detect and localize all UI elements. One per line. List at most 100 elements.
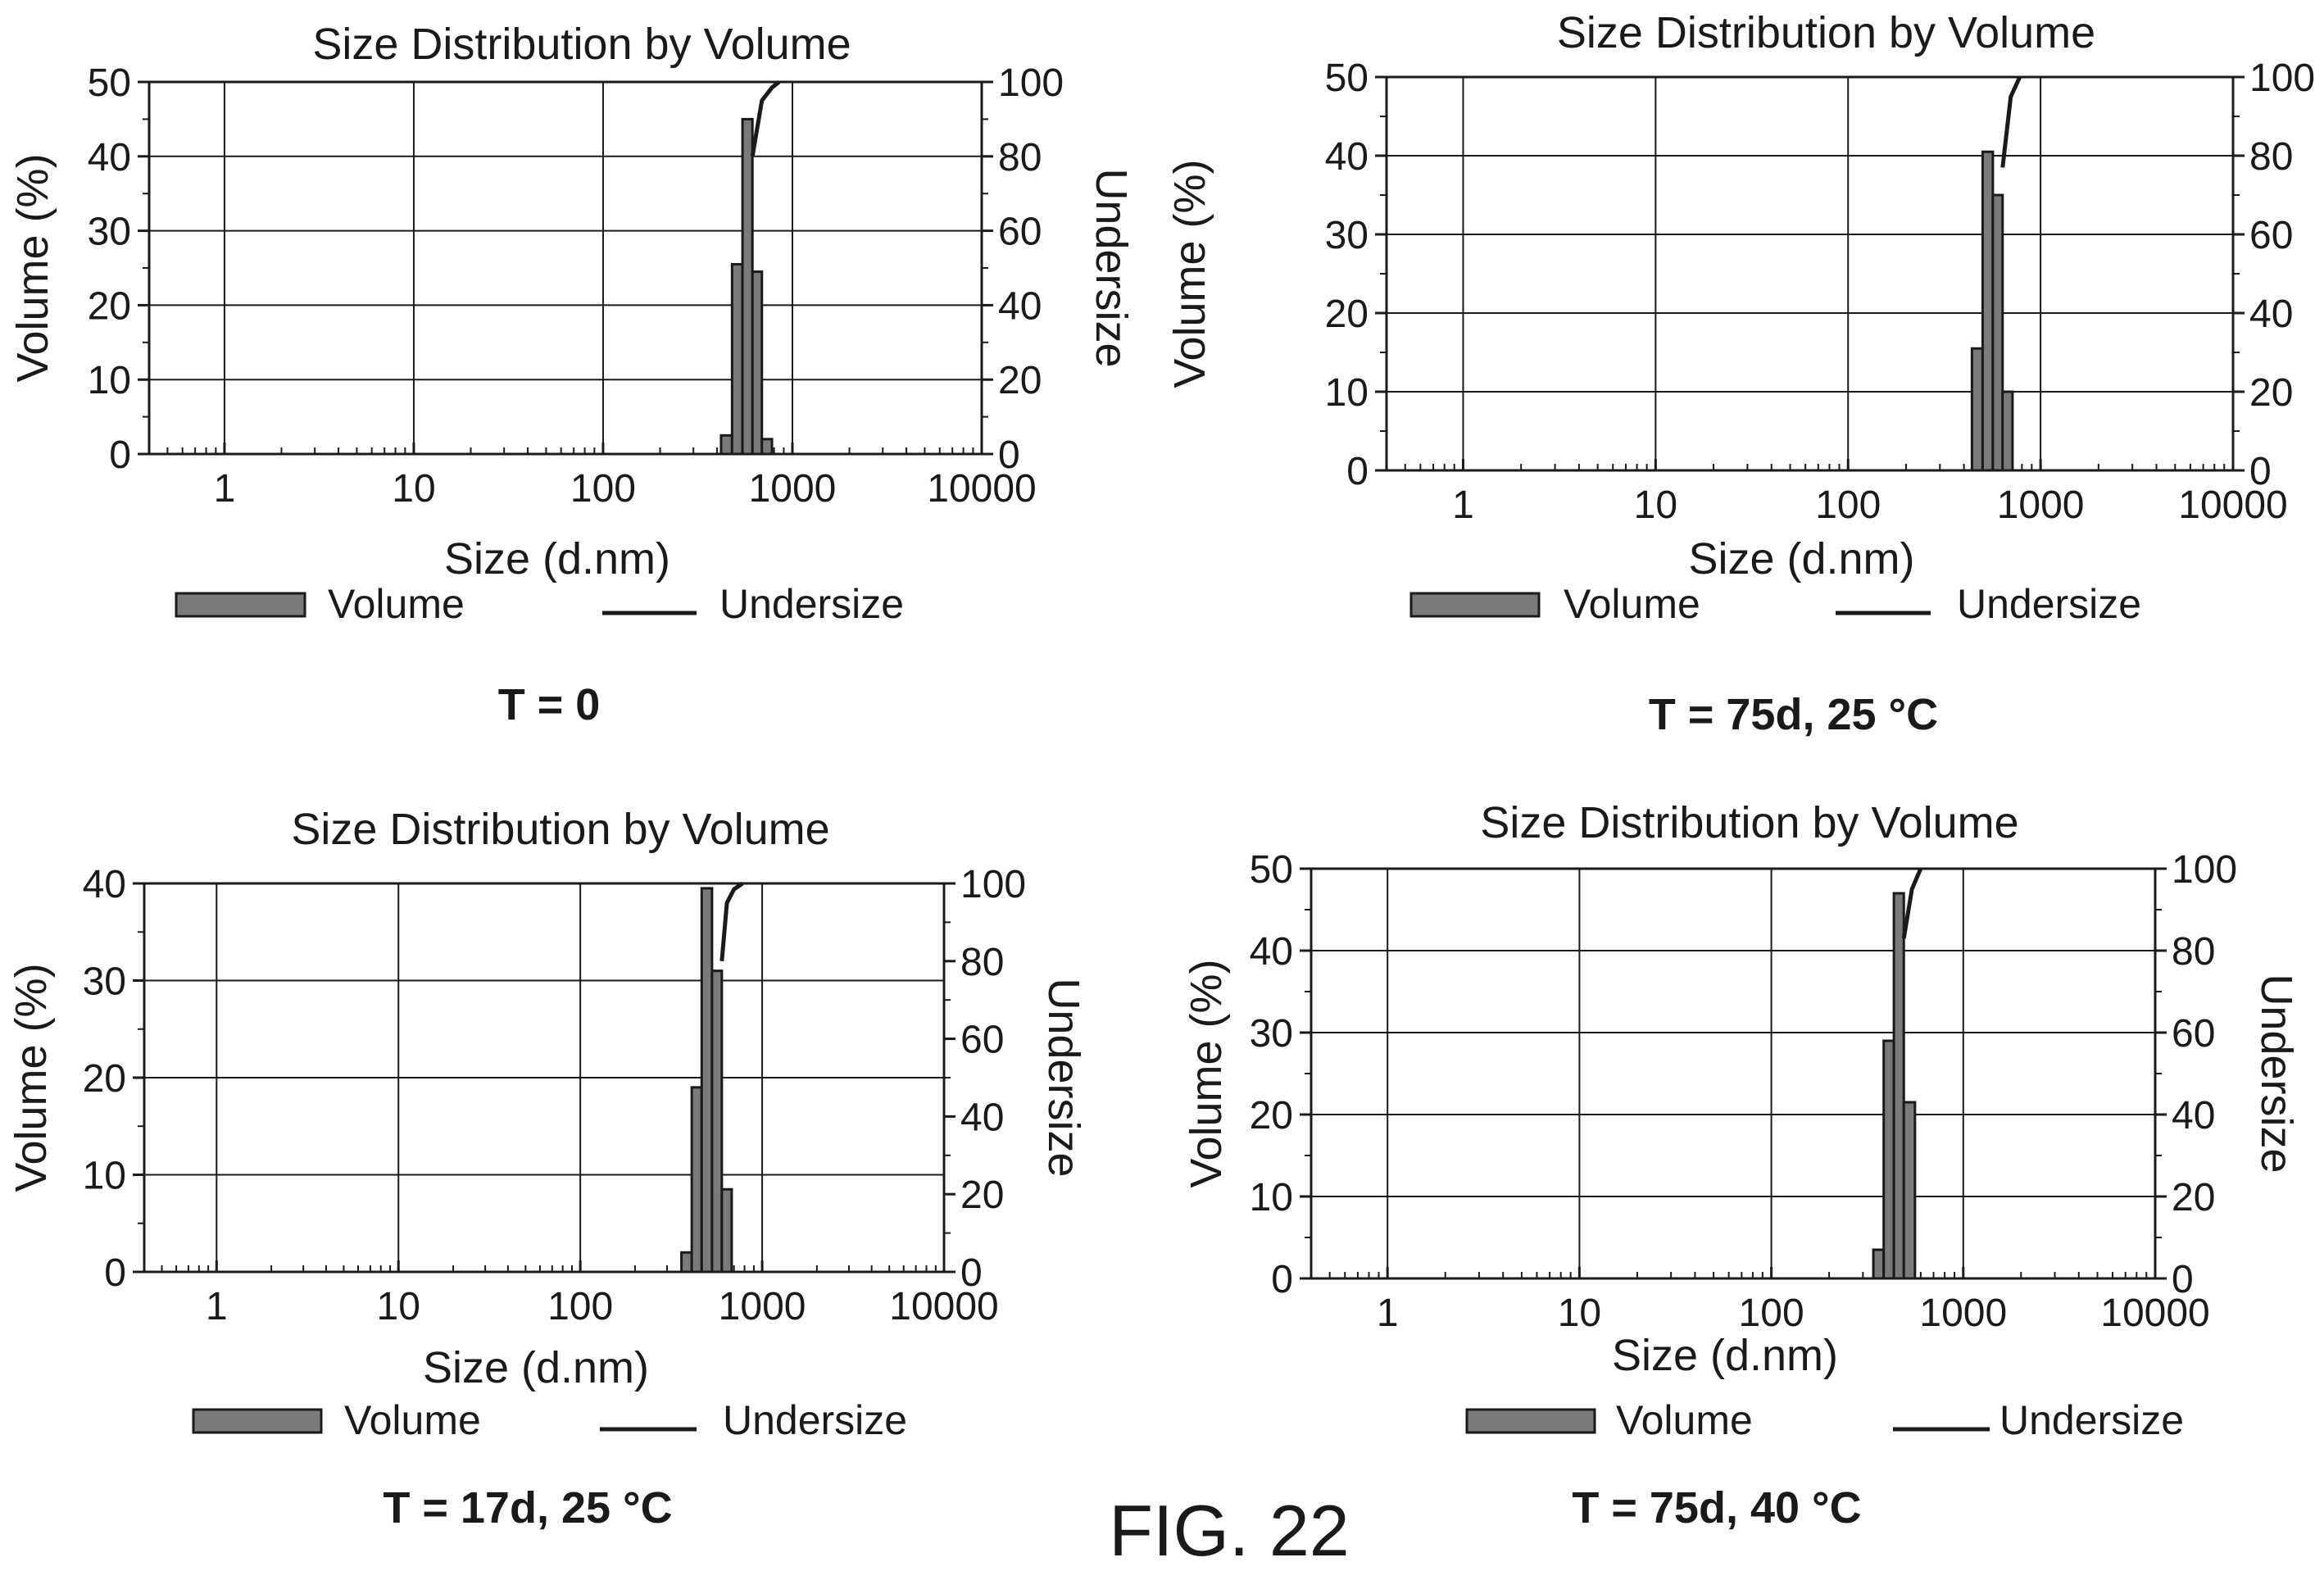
x-tick-label: 1000 — [1997, 484, 2085, 527]
undersize-line — [2000, 75, 2022, 168]
y-axis-label: Volume (%) — [1165, 159, 1214, 388]
volume-bar — [1991, 193, 2004, 472]
y2-tick-label: 0 — [2249, 450, 2272, 493]
legend-volume-swatch — [1409, 592, 1541, 618]
y2-tick-label: 60 — [2249, 214, 2293, 257]
legend-volume-swatch — [192, 1408, 323, 1434]
x-tick-label: 10 — [1634, 484, 1677, 527]
y2-tick-label: 100 — [998, 61, 1064, 105]
y2-axis-label: Undersize — [2252, 974, 2301, 1173]
x-tick-label: 1 — [206, 1285, 228, 1328]
y-tick-label: 10 — [83, 1155, 126, 1198]
y-tick-label: 40 — [1325, 135, 1369, 179]
chart-caption: T = 75d, 40 °C — [1572, 1483, 1861, 1532]
y2-tick-label: 100 — [960, 863, 1026, 906]
y2-tick-label: 40 — [2172, 1094, 2215, 1137]
volume-bar — [700, 887, 714, 1274]
plot-frame — [148, 80, 983, 456]
y2-tick-label: 20 — [998, 359, 1042, 402]
y2-tick-label: 20 — [2172, 1176, 2215, 1219]
y-tick-label: 40 — [83, 863, 126, 906]
y-tick-label: 0 — [104, 1251, 126, 1295]
volume-bar — [730, 262, 744, 456]
y-tick-label: 10 — [1325, 371, 1369, 415]
y2-tick-label: 0 — [2172, 1258, 2194, 1301]
y2-axis-label: Undersize — [1087, 168, 1136, 367]
chart-4: 0 10 20 30 40 50 0 20 40 60 80 100 1 10 100 1000 10000 Si… — [1182, 798, 2301, 1532]
y2-tick-label: 100 — [2172, 848, 2237, 892]
volume-bar — [751, 270, 764, 456]
legend-volume-label: Volume — [1616, 1397, 1753, 1443]
y2-tick-label: 40 — [960, 1096, 1004, 1139]
y2-tick-label: 40 — [998, 284, 1042, 328]
legend-undersize-label: Undersize — [719, 581, 904, 627]
x-axis-label: Size (d.nm) — [1612, 1331, 1838, 1380]
x-tick-label: 100 — [1739, 1292, 1804, 1335]
y-tick-label: 0 — [1271, 1258, 1293, 1301]
volume-bar — [719, 434, 733, 456]
y-tick-label: 40 — [1250, 930, 1293, 974]
chart-caption: T = 0 — [498, 680, 601, 729]
y-axis-label: Volume (%) — [8, 153, 57, 382]
chart-2: 0 10 20 30 40 50 0 20 40 60 80 100 1 10 100 1000 10000 Si… — [1165, 8, 2315, 739]
legend-volume-label: Volume — [328, 581, 465, 627]
x-tick-label: 100 — [1815, 484, 1881, 527]
x-tick-label: 10000 — [927, 467, 1036, 511]
legend-volume-swatch — [1465, 1408, 1596, 1434]
y2-tick-label: 0 — [960, 1251, 983, 1295]
volume-bar — [1981, 150, 1995, 472]
y-tick-label: 10 — [88, 359, 131, 402]
volume-bar — [1902, 1101, 1917, 1280]
y2-tick-label: 80 — [998, 136, 1042, 179]
undersize-line — [719, 881, 744, 962]
x-axis-label: Size (d.nm) — [1688, 534, 1914, 583]
y-tick-label: 20 — [88, 284, 131, 328]
plot-frame — [1310, 867, 2157, 1280]
y2-tick-label: 20 — [960, 1174, 1004, 1217]
undersize-line — [1901, 868, 1923, 939]
y-tick-label: 20 — [1325, 293, 1369, 336]
y2-tick-label: 40 — [2249, 293, 2293, 336]
legend-undersize-label: Undersize — [1957, 581, 2141, 627]
y2-tick-label: 60 — [2172, 1012, 2215, 1056]
x-tick-label: 1 — [1452, 484, 1474, 527]
chart-title: Size Distribution by Volume — [312, 20, 851, 69]
x-axis-label: Size (d.nm) — [444, 534, 670, 583]
y-tick-label: 20 — [1250, 1094, 1293, 1137]
x-tick-label: 100 — [570, 467, 636, 511]
y-tick-label: 30 — [1250, 1012, 1293, 1056]
y2-tick-label: 60 — [998, 211, 1042, 254]
volume-bar — [760, 438, 774, 456]
y2-tick-label: 20 — [2249, 371, 2293, 415]
x-tick-label: 100 — [547, 1285, 613, 1328]
y-tick-label: 20 — [83, 1057, 126, 1101]
y-tick-label: 50 — [88, 61, 131, 105]
volume-bar — [1882, 1039, 1895, 1280]
x-tick-label: 1000 — [719, 1285, 806, 1328]
chart-caption: T = 17d, 25 °C — [383, 1483, 672, 1532]
chart-1: 0 10 20 30 40 50 0 20 40 60 80 100 1 10 100 1000 10000 Si… — [8, 20, 1136, 729]
y2-tick-label: 60 — [960, 1019, 1004, 1062]
legend-volume-label: Volume — [344, 1397, 481, 1443]
y2-tick-label: 0 — [998, 434, 1020, 477]
volume-bar — [690, 1086, 703, 1274]
plot-frame — [1385, 75, 2235, 472]
x-tick-label: 10000 — [2100, 1292, 2209, 1335]
volume-bar — [680, 1251, 693, 1274]
legend-volume-swatch — [175, 592, 306, 618]
chart-caption: T = 75d, 25 °C — [1649, 690, 1938, 739]
x-tick-label: 1000 — [1919, 1292, 2007, 1335]
x-tick-label: 1 — [214, 467, 236, 511]
y-tick-label: 40 — [88, 136, 131, 179]
legend-undersize-label: Undersize — [723, 1397, 907, 1443]
undersize-line — [750, 80, 781, 157]
legend-undersize-label: Undersize — [1999, 1397, 2184, 1443]
y-tick-label: 0 — [109, 434, 131, 477]
volume-bar — [1872, 1248, 1886, 1280]
y2-tick-label: 80 — [960, 941, 1004, 984]
x-tick-label: 10 — [377, 1285, 420, 1328]
chart-title: Size Distribution by Volume — [1480, 798, 2018, 847]
x-axis-label: Size (d.nm) — [423, 1343, 649, 1392]
y-tick-label: 30 — [88, 211, 131, 254]
